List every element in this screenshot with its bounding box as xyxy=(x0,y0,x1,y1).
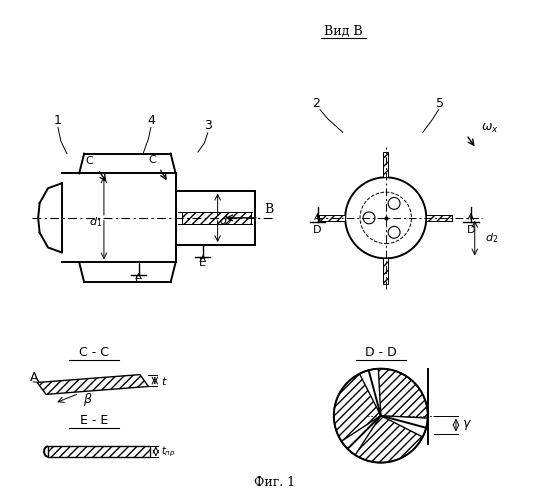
Text: 4: 4 xyxy=(147,114,155,127)
Text: $t_{пр}$: $t_{пр}$ xyxy=(161,444,175,458)
Polygon shape xyxy=(381,416,428,437)
Circle shape xyxy=(345,178,426,258)
Text: $d_2$: $d_2$ xyxy=(485,231,498,245)
Text: В: В xyxy=(264,203,273,216)
Text: 3: 3 xyxy=(204,119,212,132)
Polygon shape xyxy=(48,446,150,456)
Text: $\beta$: $\beta$ xyxy=(83,391,92,408)
Text: 1: 1 xyxy=(54,114,62,127)
Text: E - E: E - E xyxy=(80,414,108,427)
Polygon shape xyxy=(37,374,148,394)
Text: D - D: D - D xyxy=(365,346,397,360)
Text: Вид В: Вид В xyxy=(324,25,363,38)
Text: D: D xyxy=(467,224,475,234)
Text: 2: 2 xyxy=(312,96,321,110)
Text: A: A xyxy=(30,371,38,384)
Polygon shape xyxy=(341,416,381,455)
Text: $\omega_x$: $\omega_x$ xyxy=(481,122,498,136)
Text: $d_2$: $d_2$ xyxy=(220,214,233,228)
Text: E: E xyxy=(199,258,206,268)
Text: $\gamma$: $\gamma$ xyxy=(462,418,472,432)
Polygon shape xyxy=(182,212,251,224)
Polygon shape xyxy=(320,215,345,220)
Text: C: C xyxy=(148,155,156,165)
Text: C - C: C - C xyxy=(79,346,109,360)
Polygon shape xyxy=(360,368,381,416)
Text: E: E xyxy=(135,275,142,285)
Text: D: D xyxy=(313,224,322,234)
Polygon shape xyxy=(368,368,428,428)
Polygon shape xyxy=(334,370,381,449)
Text: Фиг. 1: Фиг. 1 xyxy=(254,476,295,490)
Text: $t$: $t$ xyxy=(161,374,167,386)
Text: C: C xyxy=(86,156,93,166)
Text: 5: 5 xyxy=(436,96,444,110)
Text: $d_1$: $d_1$ xyxy=(89,216,102,229)
Polygon shape xyxy=(383,258,389,284)
Polygon shape xyxy=(348,416,426,463)
Polygon shape xyxy=(426,215,452,220)
Polygon shape xyxy=(383,152,389,178)
